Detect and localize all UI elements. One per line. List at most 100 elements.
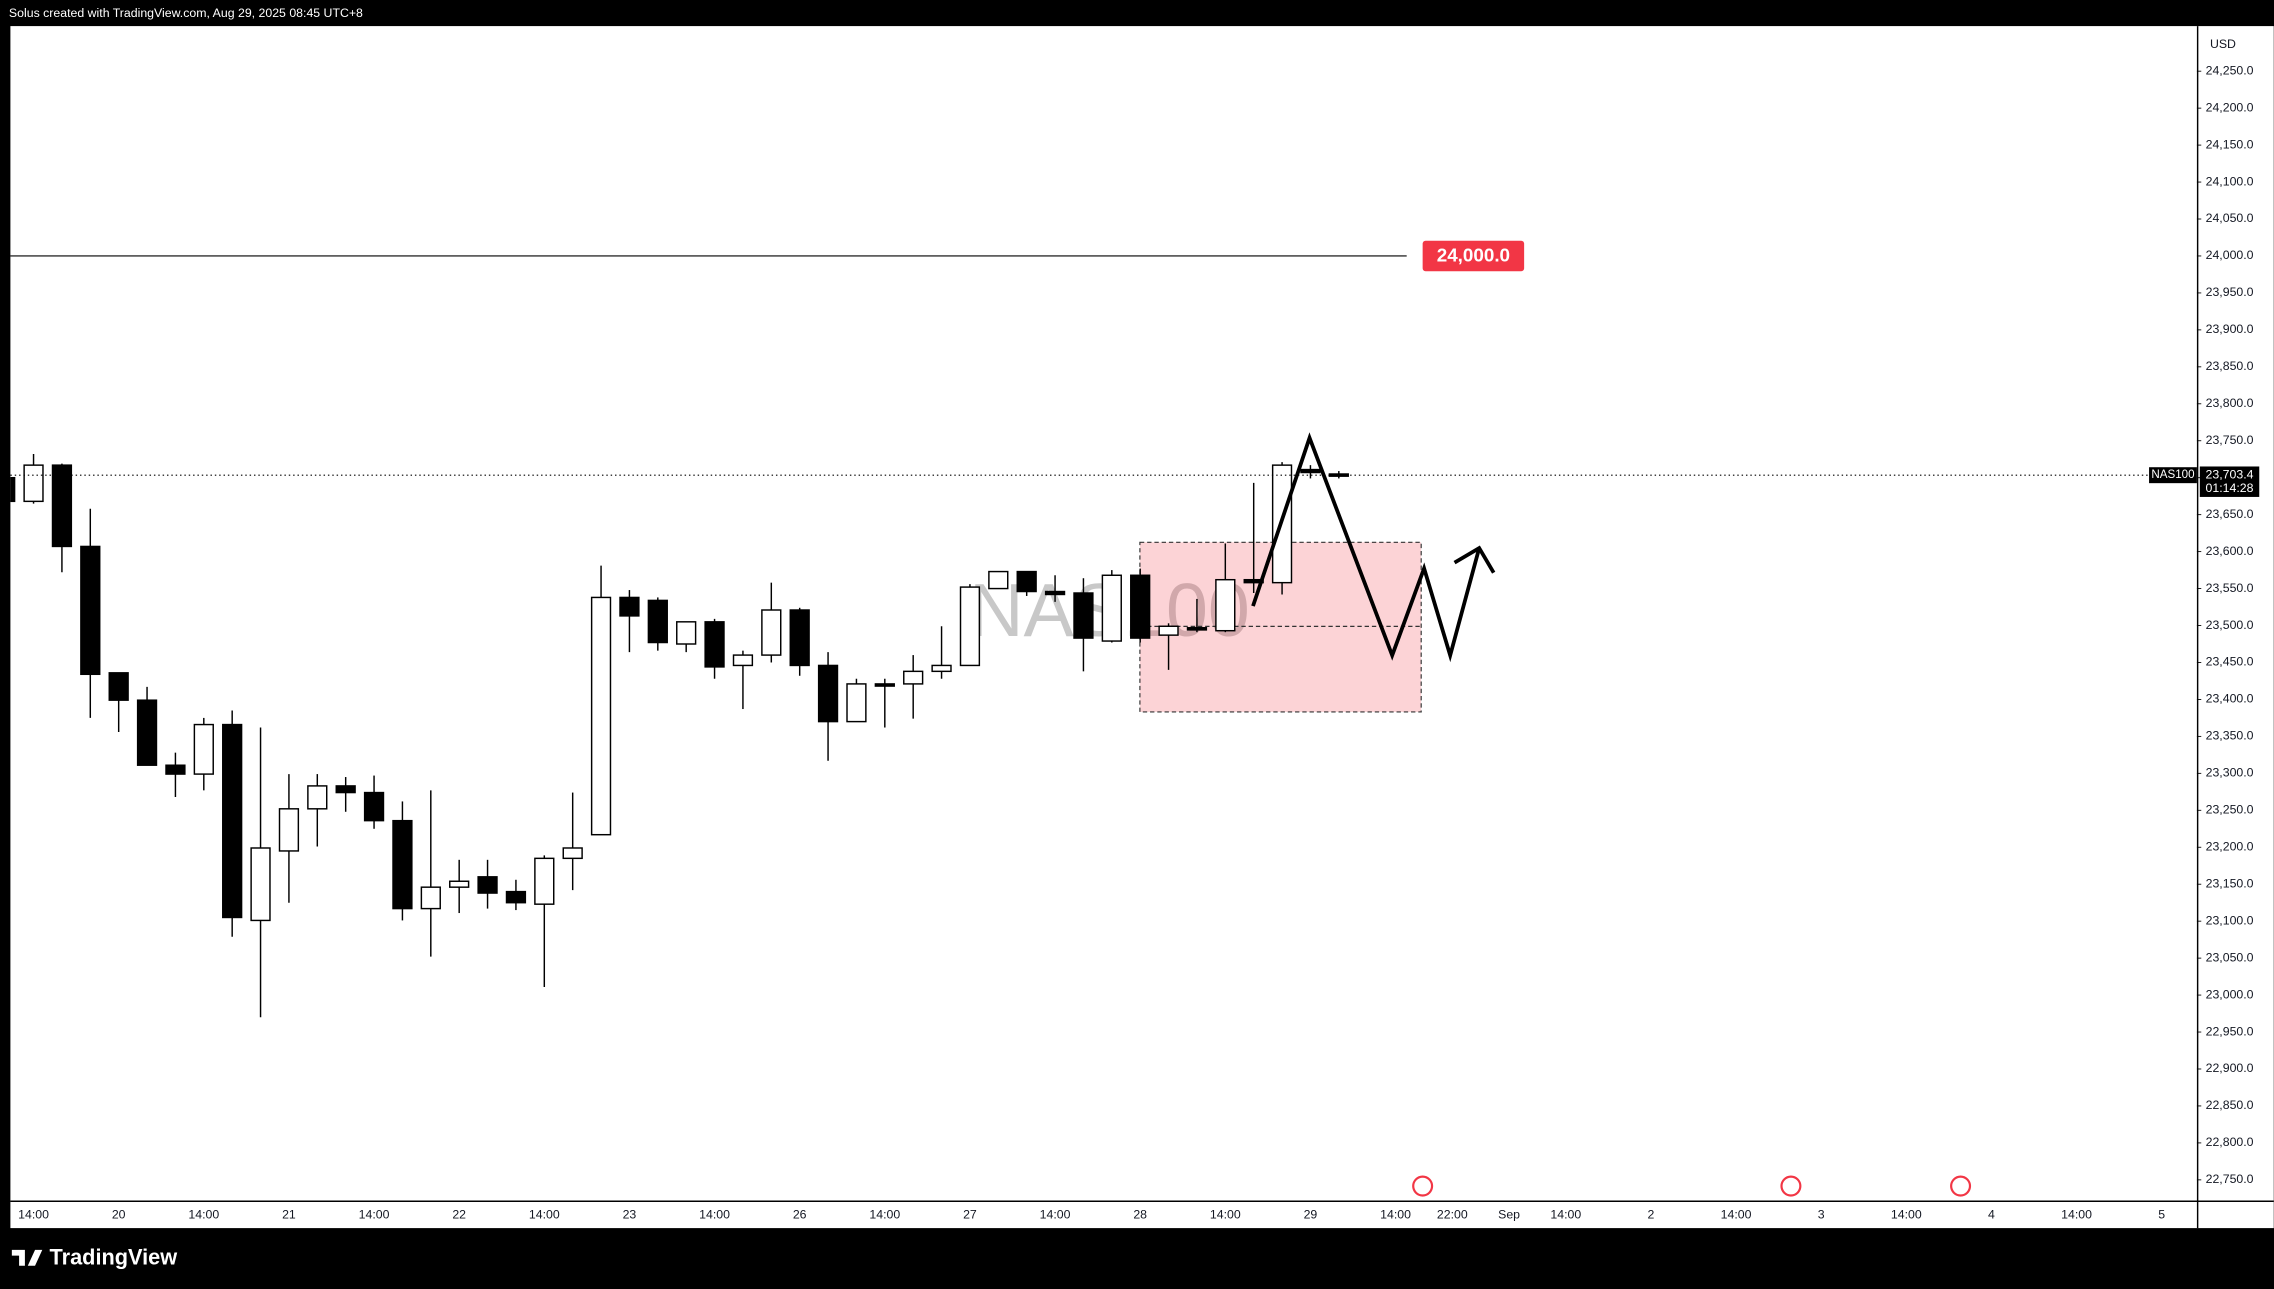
currency-label: USD (2210, 37, 2236, 51)
x-tick-label: 14:00 (2061, 1207, 2092, 1221)
candle-body (1016, 570, 1037, 593)
candle-body (931, 664, 952, 673)
x-tick-label: 3 (1818, 1207, 1825, 1221)
y-tick-label: 24,100.0 (2206, 174, 2254, 188)
y-tick-label: 24,050.0 (2206, 211, 2254, 225)
x-tick-label: 29 (1304, 1207, 1318, 1221)
candle-body (250, 847, 271, 922)
x-tick-label: 22:00 (1437, 1207, 1468, 1221)
x-tick-label: 14:00 (869, 1207, 900, 1221)
y-tick-label: 22,900.0 (2206, 1061, 2254, 1075)
symbol-label: NAS100 (2151, 469, 2194, 481)
candle-body (1186, 627, 1208, 631)
y-tick-label: 23,150.0 (2206, 876, 2254, 890)
candle-body (278, 808, 300, 852)
y-tick-label: 22,850.0 (2206, 1098, 2254, 1112)
projection-arrowhead (1453, 545, 1496, 574)
y-tick-label: 23,400.0 (2206, 692, 2254, 706)
x-tick-label: 14:00 (1380, 1207, 1411, 1221)
y-tick-label: 24,000.0 (2206, 248, 2254, 262)
candle-body (307, 785, 328, 810)
candle-body (477, 876, 498, 894)
candle-body (136, 699, 158, 766)
candle-body (1073, 592, 1094, 639)
candle-body (51, 464, 73, 548)
y-tick-label: 23,350.0 (2206, 729, 2254, 743)
candle-body (704, 621, 725, 668)
x-tick-label: 14:00 (188, 1207, 219, 1221)
candle-body (222, 723, 243, 919)
candle-body (1130, 574, 1151, 639)
price-line-badge (1422, 240, 1525, 272)
x-tick-label: 14:00 (1550, 1207, 1581, 1221)
x-tick-label: 2 (1648, 1207, 1655, 1221)
candle-body (23, 464, 44, 503)
candle-body (335, 785, 356, 794)
candle-body (420, 886, 441, 910)
x-tick-label: 22 (452, 1207, 466, 1221)
y-tick-label: 22,950.0 (2206, 1024, 2254, 1038)
x-tick-label: 14:00 (699, 1207, 730, 1221)
y-tick-label: 23,050.0 (2206, 950, 2254, 964)
candle-body (193, 723, 214, 775)
y-tick-label: 23,900.0 (2206, 322, 2254, 336)
candle-body (789, 609, 810, 667)
projection-path (1251, 432, 1482, 663)
y-tick-label: 23,250.0 (2206, 803, 2254, 817)
event-flag[interactable] (1950, 1175, 1972, 1197)
y-tick-label: 23,300.0 (2206, 766, 2254, 780)
candle-body (761, 609, 782, 656)
candle-body (732, 654, 754, 667)
x-tick-label: 23 (623, 1207, 637, 1221)
y-tick-label: 23,650.0 (2206, 507, 2254, 521)
brand-logo (11, 1249, 43, 1266)
candle-body (846, 683, 867, 723)
y-tick-label: 23,750.0 (2206, 433, 2254, 447)
candle-body (534, 857, 555, 905)
y-tick-label: 23,800.0 (2206, 396, 2254, 410)
candle-body (1300, 468, 1321, 474)
y-tick-label: 24,200.0 (2206, 100, 2254, 114)
x-tick-label: 21 (282, 1207, 296, 1221)
x-tick-label: 4 (1988, 1207, 1995, 1221)
last-price-badge (2199, 466, 2260, 497)
candle-body (1101, 574, 1122, 642)
y-tick-label: 23,950.0 (2206, 285, 2254, 299)
event-icons (1412, 1175, 1972, 1197)
candle-body (1215, 578, 1236, 632)
candle-body (959, 586, 981, 667)
header-title: Solus created with TradingView.com, Aug … (9, 6, 363, 20)
x-tick-label: 5 (2158, 1207, 2165, 1221)
candle-body (108, 672, 129, 701)
event-flag[interactable] (1412, 1175, 1434, 1197)
x-tick-label: 26 (793, 1207, 807, 1221)
last-price-label: 23,703.4 (2206, 467, 2254, 481)
x-tick-label: 14:00 (1040, 1207, 1071, 1221)
candle-body (647, 599, 668, 644)
y-tick-label: 23,000.0 (2206, 987, 2254, 1001)
candle-body (676, 621, 697, 645)
y-tick-label: 24,250.0 (2206, 63, 2254, 77)
y-tick-label: 22,750.0 (2206, 1172, 2254, 1186)
price-line-label: 24,000.0 (1437, 245, 1510, 266)
x-tick-label: Sep (1498, 1207, 1520, 1221)
candle-body (874, 683, 895, 687)
y-tick-label: 23,100.0 (2206, 913, 2254, 927)
candle-body (1158, 625, 1179, 636)
candle-body (1328, 473, 1349, 477)
brand-name: TradingView (50, 1244, 178, 1269)
candle-body (363, 791, 385, 822)
y-tick-label: 23,450.0 (2206, 655, 2254, 669)
candle-body (619, 596, 640, 617)
symbol-badge (2149, 467, 2197, 484)
event-flag[interactable] (1780, 1175, 1802, 1197)
x-tick-label: 14:00 (359, 1207, 390, 1221)
y-tick-label: 23,850.0 (2206, 359, 2254, 373)
y-tick-label: 23,600.0 (2206, 544, 2254, 558)
candle-body (80, 545, 101, 676)
candle-body (562, 847, 583, 860)
x-tick-label: 14:00 (1721, 1207, 1752, 1221)
candle-body (590, 596, 612, 836)
x-tick-label: 14:00 (1210, 1207, 1241, 1221)
